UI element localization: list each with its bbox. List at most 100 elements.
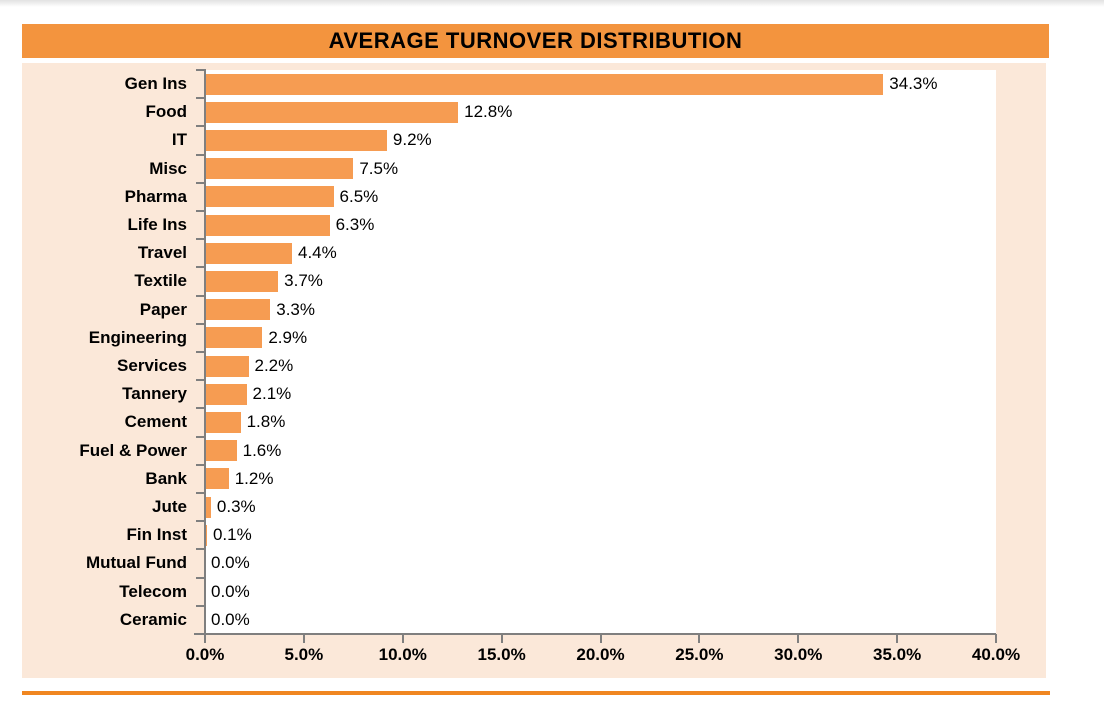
value-label: 0.0% — [211, 581, 250, 601]
bar-row: Tannery 2.1% — [22, 380, 1046, 408]
page-top-shadow — [0, 0, 1104, 7]
bar-row: Fin Inst 0.1% — [22, 521, 1046, 549]
category-label: Cement — [124, 412, 187, 432]
y-tick — [196, 153, 206, 156]
category-label: Pharma — [124, 186, 187, 206]
y-tick — [196, 181, 206, 184]
x-tick-label: 20.0% — [576, 645, 625, 664]
x-tick-label: 35.0% — [873, 645, 922, 664]
y-tick — [196, 351, 206, 353]
value-label: 0.3% — [216, 497, 256, 516]
x-tick — [500, 634, 503, 643]
value-label: 0.0% — [211, 553, 250, 573]
category-label: Bank — [145, 468, 187, 488]
y-tick — [196, 238, 206, 241]
value-label: 2.2% — [254, 356, 294, 375]
bar-row: Fuel & Power 1.6% — [22, 437, 1046, 465]
value-label: 34.3% — [889, 74, 938, 93]
category-label: Textile — [134, 271, 187, 291]
category-label: IT — [171, 130, 187, 150]
bar-row: Misc 7.5% — [22, 155, 1046, 183]
bar — [205, 383, 247, 405]
x-tick — [599, 634, 602, 643]
value-label: 2.9% — [268, 327, 308, 347]
bar — [205, 186, 334, 208]
value-label: 1.8% — [246, 412, 286, 432]
bar — [205, 270, 279, 292]
category-label: Food — [145, 102, 187, 122]
value-label: 6.3% — [335, 215, 375, 234]
bar — [205, 214, 330, 236]
value-label: 7.5% — [359, 158, 399, 178]
y-tick — [196, 266, 206, 269]
bar — [205, 299, 271, 321]
category-label: Fin Inst — [126, 525, 187, 545]
y-tick — [196, 548, 206, 551]
bar-row: Engineering 2.9% — [22, 324, 1046, 352]
x-tick — [698, 634, 701, 643]
category-label: Fuel & Power — [79, 440, 187, 460]
y-tick — [196, 379, 206, 382]
y-tick — [196, 322, 206, 325]
category-label: Ceramic — [119, 609, 187, 629]
value-label: 3.3% — [276, 299, 315, 319]
x-tick — [401, 634, 404, 643]
y-tick — [196, 125, 206, 128]
bar-row: Gen Ins 34.3% — [22, 70, 1046, 98]
category-label: Misc — [149, 158, 187, 178]
x-tick — [302, 634, 305, 643]
chart-area: Gen Ins 34.3% Food 12.8% IT 9.2% Misc 7.5% Pharm… — [22, 63, 1046, 678]
bar-row: Travel 4.4% — [22, 239, 1046, 267]
bar-row: Cement 1.8% — [22, 408, 1046, 436]
bar — [205, 468, 229, 490]
y-tick — [196, 97, 206, 100]
x-tick-label: 0.0% — [185, 645, 225, 664]
bar-row: Telecom 0.0% — [22, 578, 1046, 606]
x-tick — [204, 634, 206, 643]
bar — [205, 242, 292, 264]
y-tick — [196, 520, 206, 523]
x-tick-label: 15.0% — [477, 645, 526, 664]
y-axis-line — [204, 70, 206, 636]
y-tick — [196, 463, 206, 466]
bar — [205, 355, 249, 377]
bar-row: Life Ins 6.3% — [22, 211, 1046, 239]
category-label: Gen Ins — [124, 74, 187, 93]
bar — [205, 411, 241, 433]
category-label: Travel — [137, 243, 187, 263]
bar-row: Ceramic 0.0% — [22, 606, 1046, 634]
bar-row: Paper 3.3% — [22, 296, 1046, 324]
bar — [205, 101, 459, 123]
bar-row: Bank 1.2% — [22, 465, 1046, 493]
x-tick-label: 40.0% — [971, 645, 1021, 664]
chart-title: AVERAGE TURNOVER DISTRIBUTION — [328, 28, 743, 53]
bar-row: Textile 3.7% — [22, 267, 1046, 295]
category-label: Tannery — [122, 384, 187, 404]
bar-row: IT 9.2% — [22, 126, 1046, 154]
x-tick — [797, 634, 800, 643]
value-label: 3.7% — [284, 271, 323, 291]
x-tick — [995, 634, 997, 643]
y-tick — [196, 604, 206, 607]
category-label: Jute — [152, 497, 187, 516]
x-tick-label: 10.0% — [378, 645, 427, 664]
y-tick — [196, 435, 206, 438]
category-label: Life Ins — [127, 215, 187, 234]
category-label: Services — [117, 356, 187, 375]
value-label: 6.5% — [339, 186, 379, 206]
category-label: Engineering — [88, 327, 187, 347]
y-tick — [196, 407, 206, 410]
bar-row: Mutual Fund 0.0% — [22, 549, 1046, 577]
x-tick-label: 30.0% — [774, 645, 823, 664]
category-label: Mutual Fund — [85, 553, 187, 573]
x-tick — [896, 634, 899, 643]
x-tick-label: 5.0% — [284, 645, 324, 664]
bar — [205, 73, 884, 95]
bar-row: Jute 0.3% — [22, 493, 1046, 521]
y-tick — [196, 69, 206, 71]
category-label: Telecom — [119, 581, 187, 601]
chart-title-bar: AVERAGE TURNOVER DISTRIBUTION — [22, 24, 1049, 58]
bar — [205, 129, 387, 151]
value-label: 1.6% — [242, 440, 282, 460]
value-label: 0.0% — [211, 609, 250, 629]
